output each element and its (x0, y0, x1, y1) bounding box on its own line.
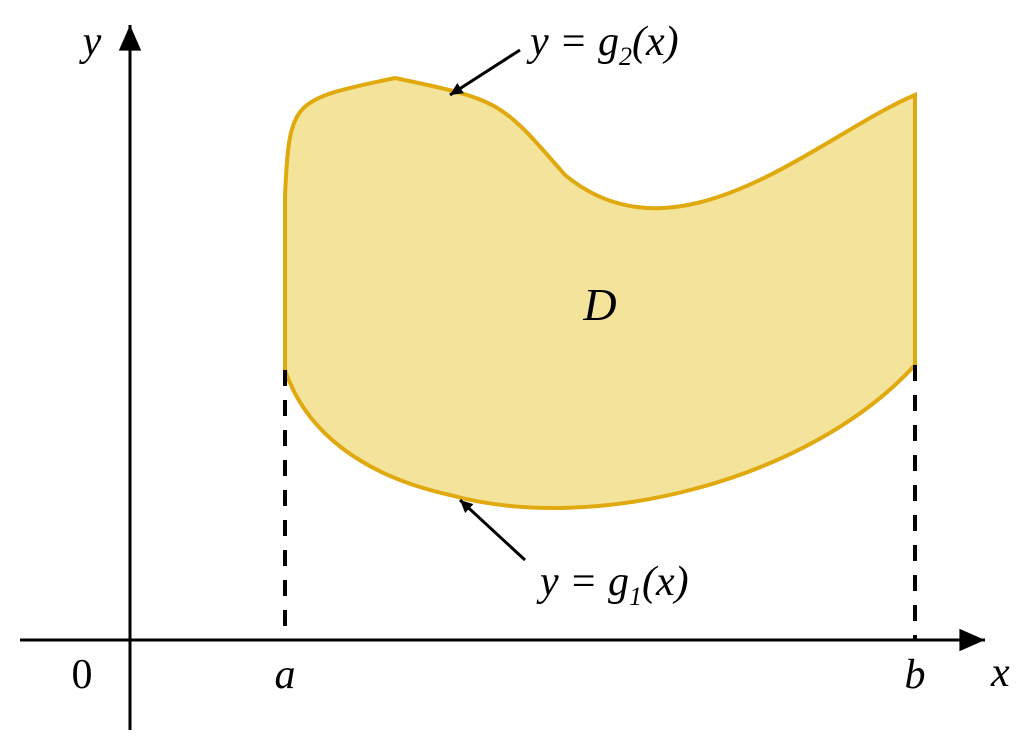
callout-bottom-label: y = g1(x) (536, 559, 689, 611)
tick-a-label: a (275, 652, 296, 698)
origin-label: 0 (72, 652, 93, 698)
x-axis-label: x (990, 650, 1010, 696)
x-axis-arrowhead (959, 629, 985, 651)
tick-b-label: b (905, 652, 926, 698)
callout-top-label: y = g2(x) (526, 19, 679, 71)
y-axis-arrowhead (119, 25, 141, 51)
region-label: D (582, 279, 616, 330)
callout-bottom-arrow (460, 500, 525, 560)
y-axis-label: y (79, 19, 102, 65)
